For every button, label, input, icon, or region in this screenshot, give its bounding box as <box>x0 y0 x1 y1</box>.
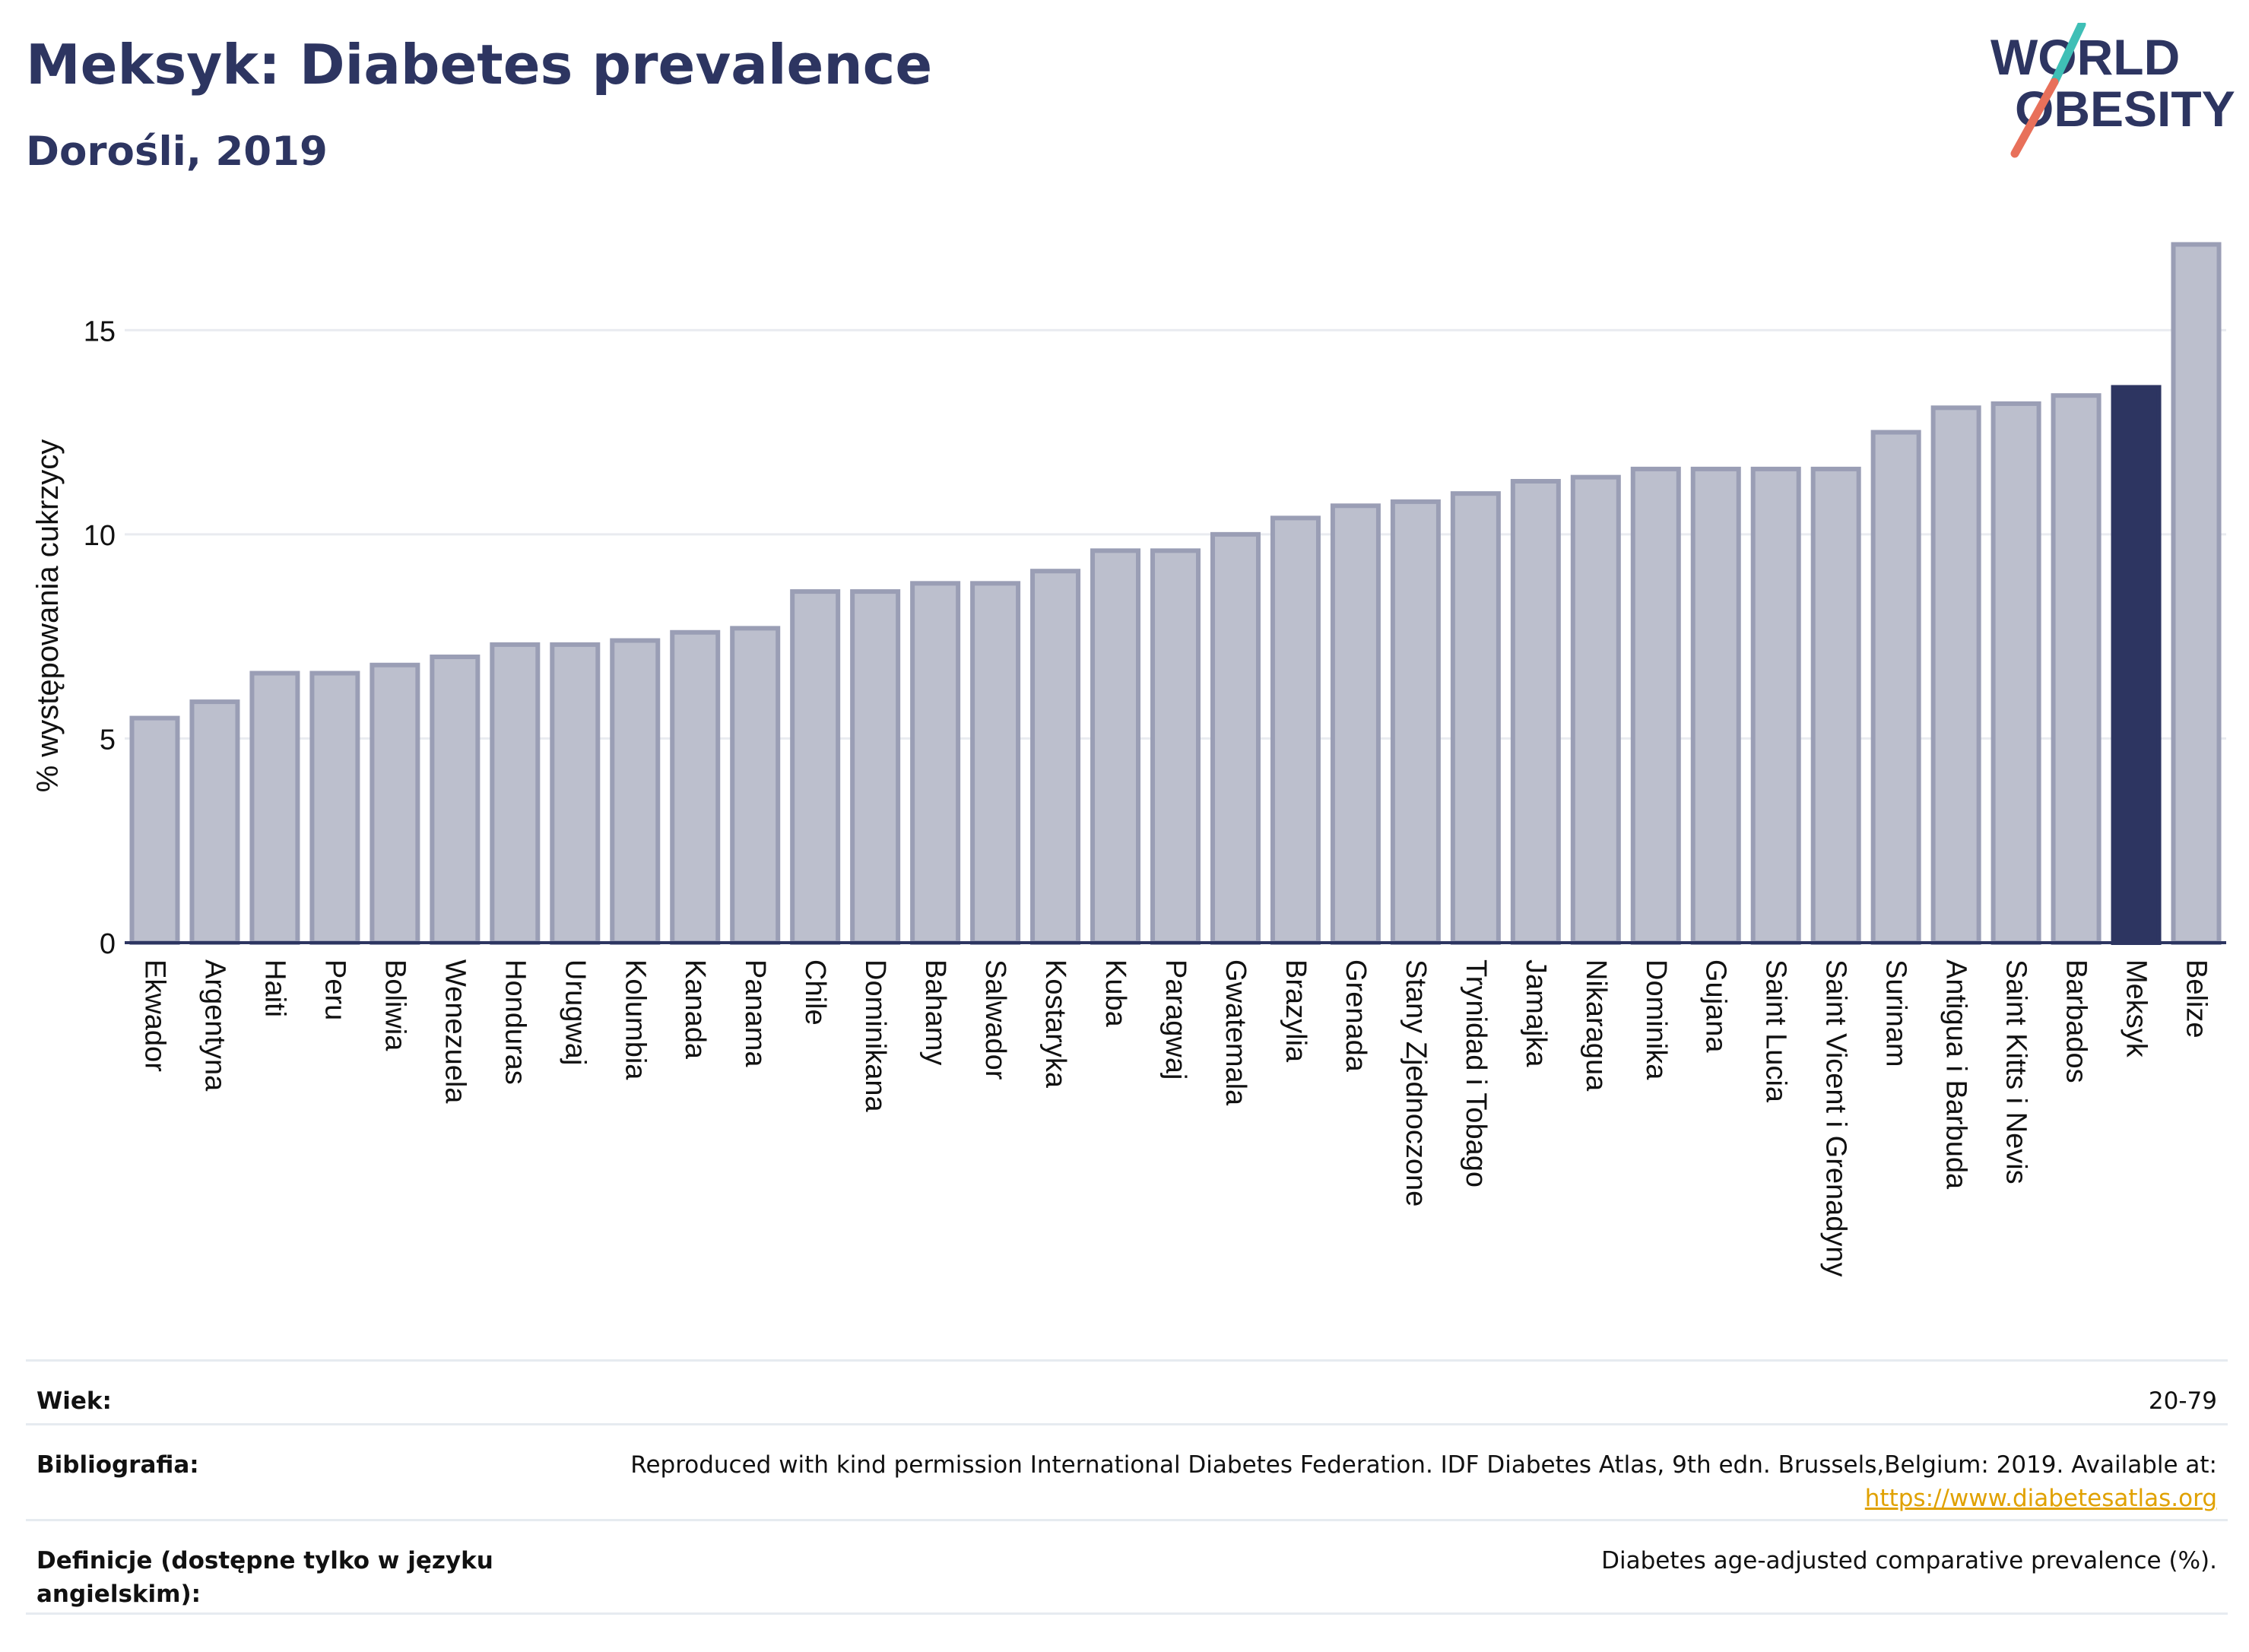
bar-dominikana <box>850 589 901 945</box>
bar-meksyk <box>2111 385 2162 945</box>
x-tick-label: Nikaragua <box>1580 959 1612 1092</box>
y-tick-label: 5 <box>100 724 116 756</box>
bibliography-link[interactable]: https://www.diabetesatlas.org <box>1864 1485 2217 1512</box>
x-tick-label: Barbados <box>2060 959 2092 1083</box>
bar-saint-kitts-i-nevis <box>1990 401 2041 945</box>
x-tick-label: Kanada <box>679 959 711 1060</box>
x-tick-label: Saint Vicent i Grenadyny <box>1820 959 1852 1277</box>
x-tick-label: Grenada <box>1340 959 1372 1073</box>
bar-surinam <box>1870 430 1921 945</box>
x-tick-label: Gwatemala <box>1220 959 1251 1106</box>
definitions-value: Diabetes age-adjusted comparative preval… <box>1601 1547 2217 1574</box>
bar-honduras <box>490 642 541 946</box>
x-tick-label: Chile <box>799 959 831 1026</box>
bar-kostaryka <box>1030 569 1081 945</box>
bar-peru <box>309 671 360 945</box>
bibliography-value: Reproduced with kind permission Internat… <box>523 1448 2217 1519</box>
bar-salwador <box>970 581 1021 945</box>
bar-saint-vicent-i-grenadyny <box>1810 466 1861 945</box>
x-tick-label: Haiti <box>259 959 290 1017</box>
x-tick-label: Belize <box>2181 959 2213 1038</box>
logo-slash-bottom <box>2010 78 2059 158</box>
x-tick-labels: Ekwador Argentyna Haiti Peru Boliwia Wenezuel… <box>138 959 2212 1277</box>
bar-argentyna <box>189 699 240 945</box>
bar-wenezuela <box>430 655 481 945</box>
x-tick-label: Paragwaj <box>1159 959 1191 1080</box>
x-tick-label: Jamajka <box>1520 959 1552 1067</box>
x-tick-label: Urugwaj <box>559 959 591 1065</box>
bar-dominika <box>1630 466 1681 945</box>
x-tick-label: Dominika <box>1640 959 1672 1080</box>
bar-boliwia <box>370 662 420 945</box>
bar-nikaragua <box>1570 474 1621 945</box>
definitions-label: Definicje (dostępne tylko w języku angie… <box>36 1547 493 1608</box>
x-tick-label: Wenezuela <box>439 959 471 1104</box>
bar-chile <box>790 589 841 945</box>
y-tick-label: 10 <box>84 520 116 552</box>
info-row-bibliography: Bibliografia: Reproduced with kind permi… <box>26 1423 2228 1519</box>
x-tick-label: Ekwador <box>138 959 170 1072</box>
y-tick-labels: 0 5 10 15 <box>84 315 116 960</box>
bar-gwatemala <box>1210 531 1261 945</box>
bibliography-label: Bibliografia: <box>36 1451 199 1479</box>
y-axis-label: % występowania cukrzycy <box>31 439 65 793</box>
age-value: 20-79 <box>2148 1387 2217 1415</box>
chart-title: Meksyk: Diabetes prevalence <box>26 33 933 97</box>
bar-ekwador <box>129 715 180 945</box>
bar-bahamy <box>910 581 961 945</box>
x-tick-label: Salwador <box>979 959 1011 1080</box>
x-tick-label: Antigua i Barbuda <box>1940 959 1972 1190</box>
y-tick-label: 15 <box>84 315 116 347</box>
bar-brazylia <box>1270 515 1321 945</box>
bar-grenada <box>1330 503 1381 945</box>
x-tick-label: Panama <box>739 959 771 1067</box>
x-tick-label: Kuba <box>1099 959 1131 1028</box>
bibliography-text: Reproduced with kind permission Internat… <box>630 1451 2217 1479</box>
world-obesity-logo: WORLD OBESITY <box>1990 23 2235 158</box>
bar-haiti <box>249 671 300 945</box>
bar-belize <box>2171 242 2222 945</box>
x-tick-label: Meksyk <box>2121 959 2152 1058</box>
bar-chart: 0 5 10 15 Ekwador Argentyna Haiti Peru Boliwia W… <box>31 242 2226 1277</box>
age-label: Wiek: <box>36 1387 112 1415</box>
x-tick-label: Honduras <box>499 959 531 1085</box>
bar-panama <box>730 626 781 946</box>
x-tick-label: Boliwia <box>379 959 411 1051</box>
bar-trynidad-i-tobago <box>1450 491 1501 945</box>
x-tick-label: Kolumbia <box>619 959 651 1080</box>
x-tick-label: Peru <box>319 959 351 1020</box>
x-tick-label: Dominikana <box>859 959 891 1113</box>
x-tick-label: Brazylia <box>1280 959 1312 1063</box>
logo-slash-top <box>2050 23 2086 87</box>
bar-urugwaj <box>550 642 601 946</box>
x-tick-label: Gujana <box>1700 959 1732 1053</box>
info-row-age: Wiek: 20-79 <box>26 1359 2228 1423</box>
x-tick-label: Saint Kitts i Nevis <box>2000 959 2032 1184</box>
bars <box>129 242 2222 946</box>
x-tick-label: Argentyna <box>198 959 230 1092</box>
bar-jamajka <box>1510 479 1561 945</box>
bar-kolumbia <box>610 638 661 945</box>
bar-kuba <box>1090 548 1141 945</box>
info-table: Wiek: 20-79 Bibliografia: Reproduced wit… <box>26 1359 2228 1615</box>
bar-paragwaj <box>1150 548 1201 945</box>
info-row-definitions: Definicje (dostępne tylko w języku angie… <box>26 1519 2228 1615</box>
bar-antigua-i-barbuda <box>1930 405 1981 945</box>
x-tick-label: Kostaryka <box>1039 959 1071 1089</box>
x-tick-label: Trynidad i Tobago <box>1460 959 1492 1187</box>
bar-barbados <box>2051 393 2101 945</box>
bar-saint-lucia <box>1750 466 1801 945</box>
bar-gujana <box>1690 466 1741 945</box>
x-tick-label: Surinam <box>1880 959 1912 1067</box>
y-tick-label: 0 <box>100 928 116 960</box>
x-tick-label: Stany Zjednoczone <box>1400 959 1432 1206</box>
x-tick-label: Bahamy <box>919 959 951 1065</box>
bar-stany-zjednoczone <box>1390 499 1441 945</box>
chart-subtitle: Dorośli, 2019 <box>26 128 328 175</box>
bar-kanada <box>670 629 721 945</box>
logo-word-world: WORLD <box>1990 29 2180 85</box>
x-tick-label: Saint Lucia <box>1760 959 1792 1103</box>
